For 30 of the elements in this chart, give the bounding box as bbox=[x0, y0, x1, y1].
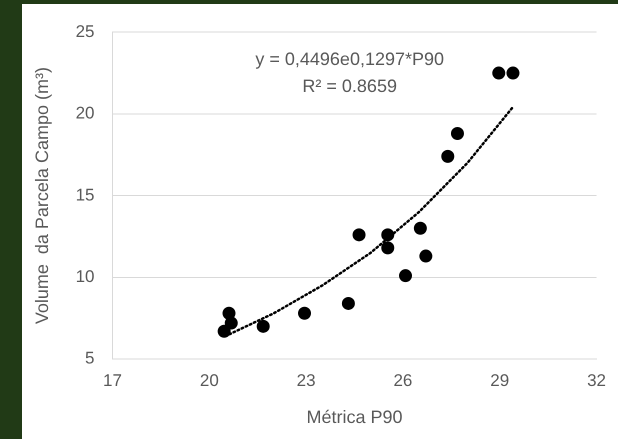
point bbox=[399, 269, 412, 282]
y-tick-label: 20 bbox=[76, 104, 95, 123]
y-tick-label: 10 bbox=[76, 266, 95, 286]
point bbox=[218, 324, 231, 338]
point bbox=[381, 241, 394, 254]
x-tick-label: 23 bbox=[296, 370, 316, 390]
point bbox=[256, 320, 270, 333]
point bbox=[298, 306, 312, 320]
y-axis-title: Volume da Parcela Campo (m³) bbox=[32, 67, 52, 324]
point bbox=[224, 316, 238, 330]
point bbox=[506, 66, 520, 80]
point bbox=[352, 228, 366, 242]
x-tick-label: 26 bbox=[393, 370, 412, 390]
y-tick-label: 25 bbox=[76, 22, 95, 41]
x-tick-label: 17 bbox=[103, 370, 122, 390]
point bbox=[381, 228, 394, 242]
point bbox=[414, 222, 427, 235]
point bbox=[342, 296, 355, 310]
point bbox=[492, 66, 506, 80]
y-tick-label: 15 bbox=[76, 185, 95, 204]
x-tick-label: 20 bbox=[200, 370, 219, 390]
x-tick-label: 32 bbox=[587, 370, 606, 390]
annotation: R² = 0.8659 bbox=[302, 76, 397, 96]
point bbox=[441, 150, 454, 163]
x-tick-label: 29 bbox=[490, 370, 510, 390]
y-tick-label: 5 bbox=[85, 348, 95, 368]
x-axis-title: Métrica P90 bbox=[306, 407, 403, 428]
point bbox=[419, 250, 432, 263]
annotation: y = 0,4496e0,1297*P90 bbox=[255, 49, 444, 70]
point bbox=[450, 127, 464, 140]
